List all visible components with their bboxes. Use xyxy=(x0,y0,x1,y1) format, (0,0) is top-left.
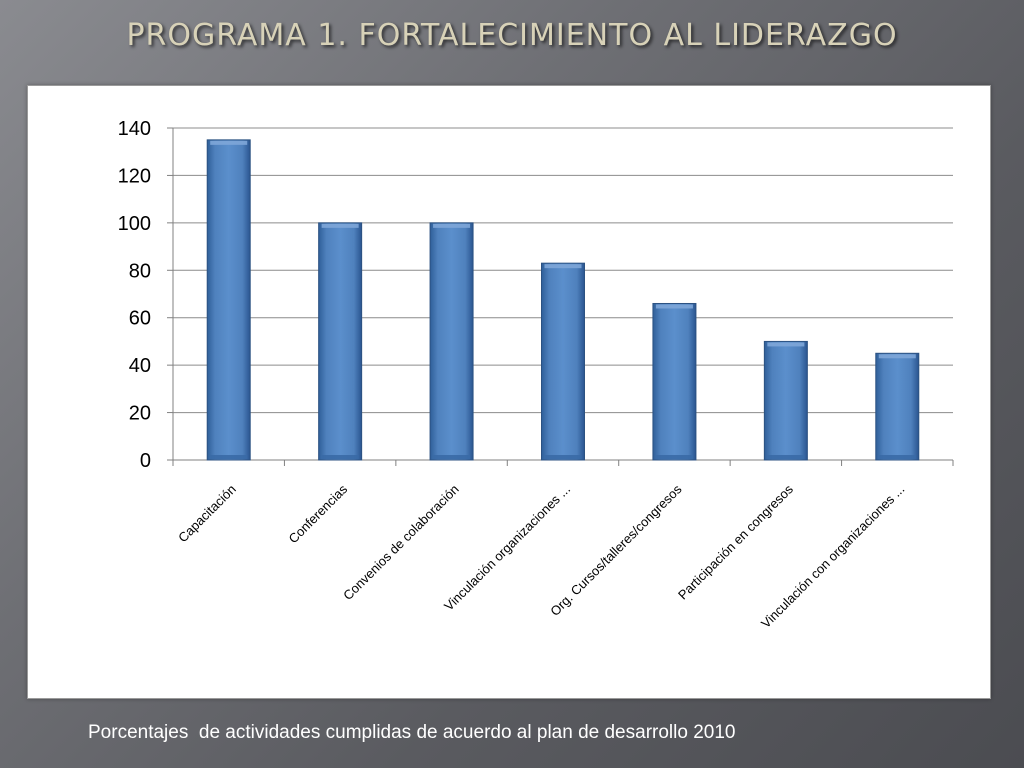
bar xyxy=(429,222,474,461)
bar-bottom-bevel xyxy=(433,455,471,459)
y-tick-label: 120 xyxy=(118,165,151,187)
x-tick-label: Conferencias xyxy=(285,481,350,546)
x-tick-label: Capacitación xyxy=(175,482,239,546)
bar xyxy=(206,139,251,461)
y-tick-label: 80 xyxy=(129,260,151,282)
y-tick-label: 40 xyxy=(129,355,151,377)
bar-bottom-bevel xyxy=(655,455,693,459)
slide-caption: Porcentajes de actividades cumplidas de … xyxy=(88,722,736,743)
y-tick-label: 140 xyxy=(118,118,151,140)
bar-top-bevel xyxy=(655,304,693,309)
bar-chart: 0 20 40 60 80 100 120 140 Capacitación Conferenci… xyxy=(118,118,954,631)
bar-bottom-bevel xyxy=(321,455,359,459)
bar xyxy=(652,302,697,461)
y-tick-label: 0 xyxy=(140,450,151,472)
bar-bottom-bevel xyxy=(210,455,248,459)
bar-top-bevel xyxy=(767,342,805,347)
bar-bottom-bevel xyxy=(544,455,582,459)
y-tick-label: 20 xyxy=(129,403,151,425)
bar xyxy=(763,340,808,461)
bar xyxy=(875,352,920,461)
bar-bottom-bevel xyxy=(767,455,805,459)
bar-bottom-bevel xyxy=(878,455,916,459)
bar xyxy=(541,262,585,461)
bar-top-bevel xyxy=(878,354,916,359)
x-tick-label: Participación en congresos xyxy=(675,481,796,602)
bar xyxy=(318,222,363,461)
chart-panel: 0 20 40 60 80 100 120 140 Capacitación Conferenci… xyxy=(27,85,991,699)
bar-top-bevel xyxy=(321,223,359,228)
bar-top-bevel xyxy=(544,264,582,269)
x-tick-label: Org. Cursos/talleres/congresos xyxy=(547,481,685,619)
bar-top-bevel xyxy=(433,223,471,228)
x-tick-label: Vinculación organizaciones ... xyxy=(441,482,573,614)
x-tick-label: Convenios de colaboración xyxy=(340,482,462,604)
bars xyxy=(206,139,920,461)
slide-title: PROGRAMA 1. FORTALECIMIENTO AL LIDERAZGO xyxy=(126,18,898,53)
bar-top-bevel xyxy=(210,140,248,145)
y-tick-label: 60 xyxy=(129,308,151,330)
y-tick-label: 100 xyxy=(118,213,151,235)
